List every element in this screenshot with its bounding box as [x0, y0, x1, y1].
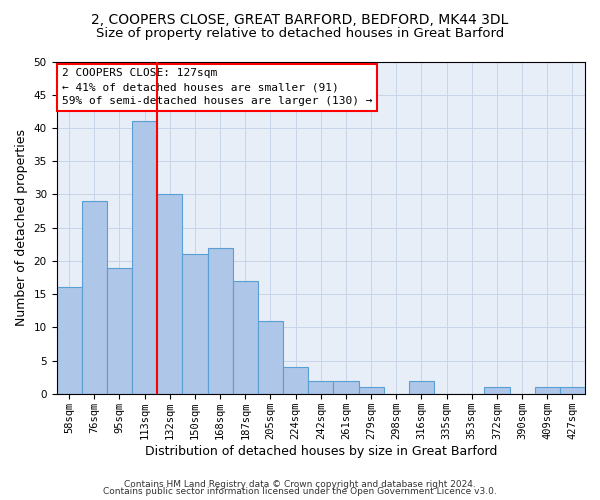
Bar — [308, 380, 334, 394]
Bar — [82, 201, 107, 394]
Bar — [560, 387, 585, 394]
Bar — [132, 122, 157, 394]
Bar — [283, 367, 308, 394]
X-axis label: Distribution of detached houses by size in Great Barford: Distribution of detached houses by size … — [145, 444, 497, 458]
Bar — [535, 387, 560, 394]
Bar — [484, 387, 509, 394]
Bar — [359, 387, 383, 394]
Bar — [233, 281, 258, 394]
Text: 2 COOPERS CLOSE: 127sqm
← 41% of detached houses are smaller (91)
59% of semi-de: 2 COOPERS CLOSE: 127sqm ← 41% of detache… — [62, 68, 373, 106]
Bar — [107, 268, 132, 394]
Bar — [157, 194, 182, 394]
Text: Contains public sector information licensed under the Open Government Licence v3: Contains public sector information licen… — [103, 488, 497, 496]
Text: Contains HM Land Registry data © Crown copyright and database right 2024.: Contains HM Land Registry data © Crown c… — [124, 480, 476, 489]
Bar — [56, 288, 82, 394]
Bar — [409, 380, 434, 394]
Bar — [258, 320, 283, 394]
Bar — [334, 380, 359, 394]
Bar — [182, 254, 208, 394]
Text: Size of property relative to detached houses in Great Barford: Size of property relative to detached ho… — [96, 28, 504, 40]
Text: 2, COOPERS CLOSE, GREAT BARFORD, BEDFORD, MK44 3DL: 2, COOPERS CLOSE, GREAT BARFORD, BEDFORD… — [91, 12, 509, 26]
Bar — [208, 248, 233, 394]
Y-axis label: Number of detached properties: Number of detached properties — [15, 129, 28, 326]
